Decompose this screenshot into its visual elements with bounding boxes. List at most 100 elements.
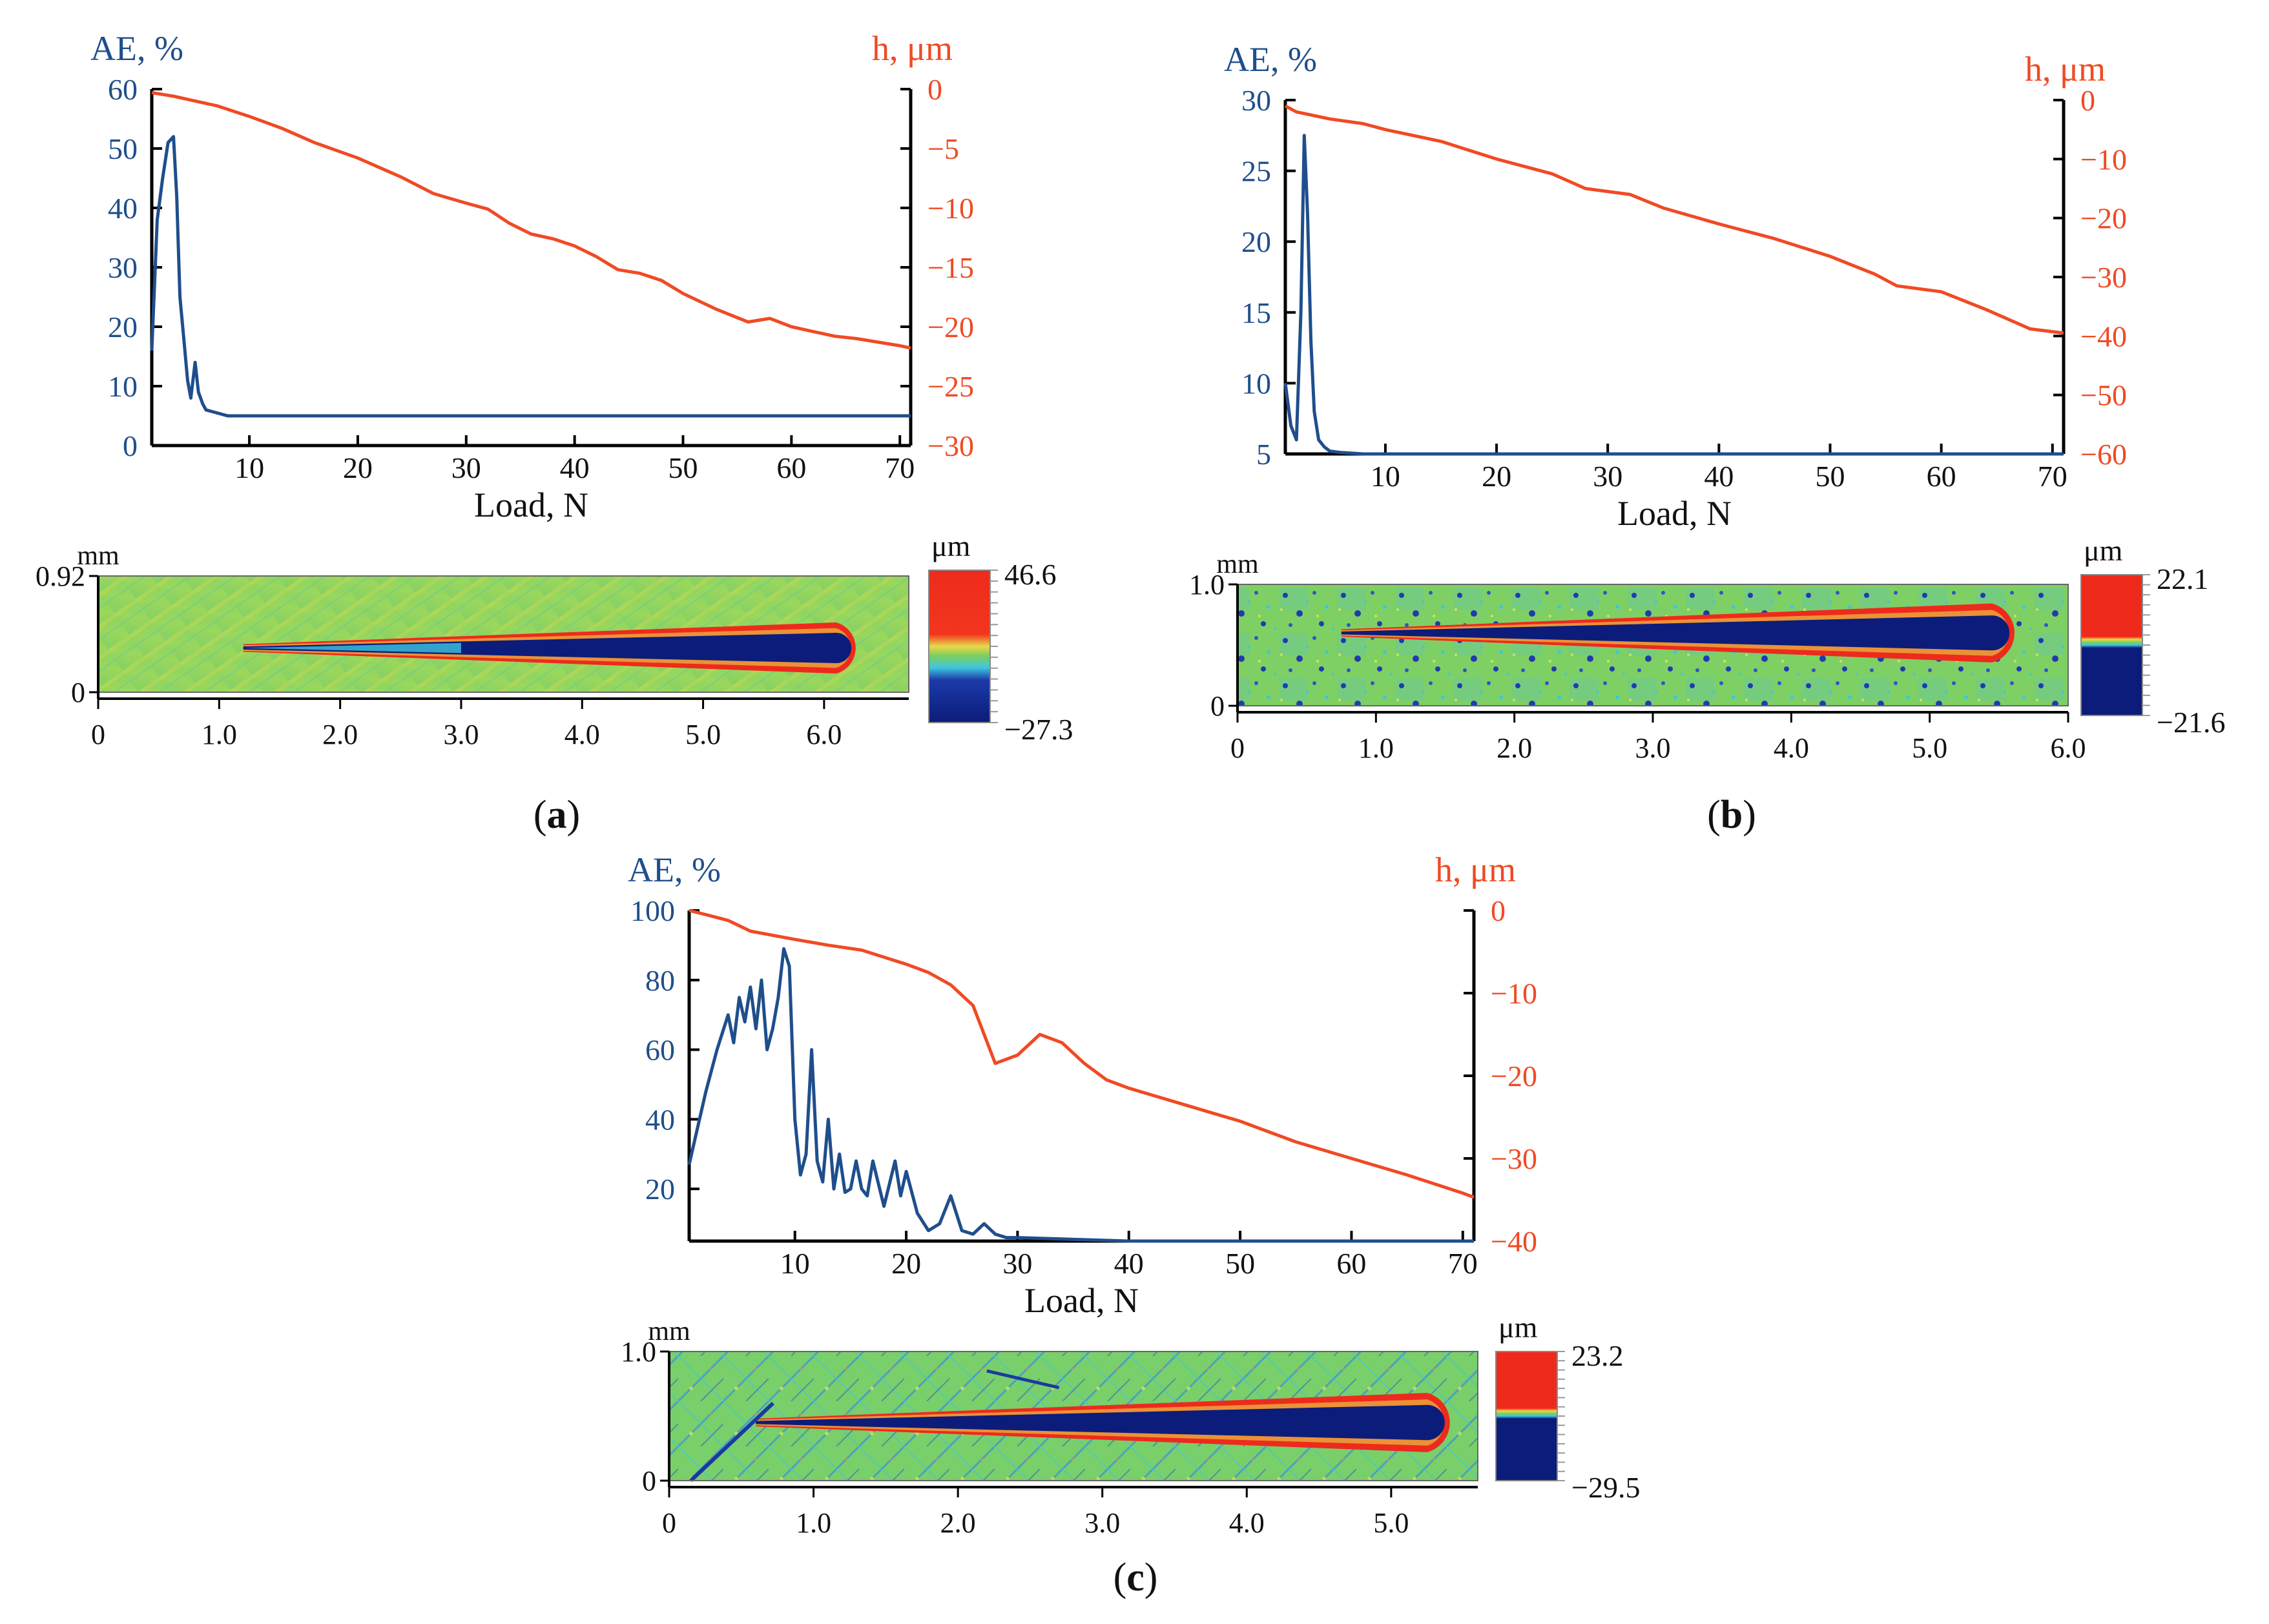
h-axis-title: h, μm xyxy=(2025,50,2106,88)
right-tick-label: 0 xyxy=(1491,894,1506,927)
left-tick-label: 0 xyxy=(123,429,138,462)
left-tick-label: 40 xyxy=(645,1103,675,1136)
right-tick-label: −25 xyxy=(927,370,974,403)
right-tick-label: −60 xyxy=(2080,438,2127,471)
left-tick-label: 20 xyxy=(645,1173,675,1206)
ae-axis-title: AE, % xyxy=(628,850,721,889)
x-tick-label: 40 xyxy=(1704,460,1734,493)
map-y-unit: mm xyxy=(1216,550,1259,579)
color-scale-bar xyxy=(928,570,991,723)
color-scale-max: 46.6 xyxy=(1004,558,1057,591)
map-x-tick-label: 6.0 xyxy=(2051,732,2086,764)
x-tick-label: 40 xyxy=(560,451,590,484)
map-y-unit: mm xyxy=(648,1317,690,1346)
surface-scratch xyxy=(689,1401,775,1483)
x-tick-label: 70 xyxy=(885,451,915,484)
right-tick-label: −20 xyxy=(1491,1060,1537,1093)
line-chart-b: 10 20 30 40 50 60 70 5 10 15 20 25 30 0 −10 −20 −30 −40 −5… xyxy=(1224,40,2127,837)
x-tick-label: 60 xyxy=(1927,460,1956,493)
x-tick-label: 30 xyxy=(1593,460,1622,493)
right-tick-label: 0 xyxy=(927,73,942,106)
map-y-tick-label: 1.0 xyxy=(1189,569,1225,601)
right-tick-label: −30 xyxy=(927,429,974,462)
left-tick-label: 10 xyxy=(108,370,138,403)
left-tick-label: 60 xyxy=(645,1034,675,1067)
map-x-tick-label: 5.0 xyxy=(1912,732,1947,764)
groove-tip xyxy=(243,642,461,653)
x-tick-label: 10 xyxy=(780,1247,810,1280)
map-x-tick-label: 1.0 xyxy=(202,719,237,750)
left-tick-label: 30 xyxy=(1241,84,1271,117)
color-scale-bar xyxy=(1495,1351,1558,1481)
right-tick-label: −10 xyxy=(1491,977,1537,1010)
map-x-tick-label: 2.0 xyxy=(1497,732,1532,764)
x-tick-label: 70 xyxy=(1448,1247,1478,1280)
panel-label-a: (a) xyxy=(534,793,580,837)
x-tick-label: 60 xyxy=(776,451,806,484)
right-tick-label: −20 xyxy=(927,311,974,344)
right-tick-label: −50 xyxy=(2080,379,2127,412)
x-tick-label: 40 xyxy=(1114,1247,1144,1280)
map-x-tick-label: 6.0 xyxy=(806,719,842,750)
series-h-line xyxy=(689,909,1475,1199)
right-tick-label: −30 xyxy=(1491,1142,1537,1175)
map-x-tick-label: 4.0 xyxy=(1774,732,1809,764)
color-scale-unit: μm xyxy=(1498,1311,1538,1344)
map-x-tick-label: 1.0 xyxy=(1358,732,1394,764)
line-chart-c: 10 20 30 40 50 60 70 20 40 60 80 100 0 −10 −20 −30 −40 AE… xyxy=(628,850,1537,1599)
right-tick-label: −40 xyxy=(1491,1225,1537,1258)
map-y-tick-label: 0 xyxy=(1210,690,1225,722)
left-tick-label: 5 xyxy=(1256,438,1271,471)
left-tick-label: 40 xyxy=(108,192,138,225)
x-tick-label: 20 xyxy=(343,451,373,484)
surface-scratch xyxy=(986,1369,1060,1390)
left-tick-label: 25 xyxy=(1241,155,1271,188)
map-x-tick-label: 3.0 xyxy=(1635,732,1671,764)
map-x-tick-label: 4.0 xyxy=(1229,1507,1265,1539)
map-y-unit: mm xyxy=(77,541,119,571)
left-tick-label: 50 xyxy=(108,132,138,165)
x-tick-label: 10 xyxy=(1371,460,1400,493)
right-tick-label: −20 xyxy=(2080,202,2127,235)
right-tick-label: −10 xyxy=(2080,143,2127,176)
right-tick-label: −5 xyxy=(927,132,959,165)
ae-axis-title: AE, % xyxy=(1224,40,1317,79)
groove-channel xyxy=(756,1404,1445,1441)
color-scale-max: 23.2 xyxy=(1571,1339,1624,1372)
map-x-tick-label: 0 xyxy=(1230,732,1245,764)
map-y-tick-label: 0.92 xyxy=(36,560,85,592)
left-tick-label: 20 xyxy=(108,311,138,344)
color-scale-min: −21.6 xyxy=(2157,706,2225,739)
map-y-tick-label: 0 xyxy=(71,677,85,708)
left-tick-label: 60 xyxy=(108,73,138,106)
right-tick-label: 0 xyxy=(2080,84,2095,117)
panel-label-c: (c) xyxy=(1114,1556,1158,1599)
color-scale-min: −27.3 xyxy=(1004,713,1073,746)
h-axis-title: h, μm xyxy=(1435,850,1516,889)
map-x-tick-label: 2.0 xyxy=(322,719,358,750)
x-axis-title: Load, N xyxy=(1024,1281,1139,1320)
map-y-tick-label: 1.0 xyxy=(621,1336,656,1368)
right-tick-label: −10 xyxy=(927,192,974,225)
right-tick-label: −15 xyxy=(927,251,974,284)
left-tick-label: 15 xyxy=(1241,296,1271,329)
left-tick-label: 20 xyxy=(1241,225,1271,258)
x-tick-label: 60 xyxy=(1336,1247,1366,1280)
x-tick-label: 20 xyxy=(1482,460,1511,493)
map-x-tick-label: 5.0 xyxy=(685,719,721,750)
color-scale-bar xyxy=(2080,574,2143,716)
h-axis-title: h, μm xyxy=(872,29,953,68)
series-h-line xyxy=(1284,104,2064,335)
map-x-tick-label: 1.0 xyxy=(796,1507,831,1539)
map-x-tick-label: 3.0 xyxy=(443,719,479,750)
x-axis-title: Load, N xyxy=(474,486,588,524)
panel-label-b: (b) xyxy=(1707,793,1756,837)
groove-channel xyxy=(243,633,852,663)
line-chart-a: 10 20 30 40 50 60 70 0 10 20 30 40 50 60 0 −5 −10 −15 −20 −… xyxy=(90,29,974,837)
x-tick-label: 50 xyxy=(1816,460,1845,493)
left-tick-label: 10 xyxy=(1241,367,1271,400)
x-tick-label: 50 xyxy=(668,451,698,484)
